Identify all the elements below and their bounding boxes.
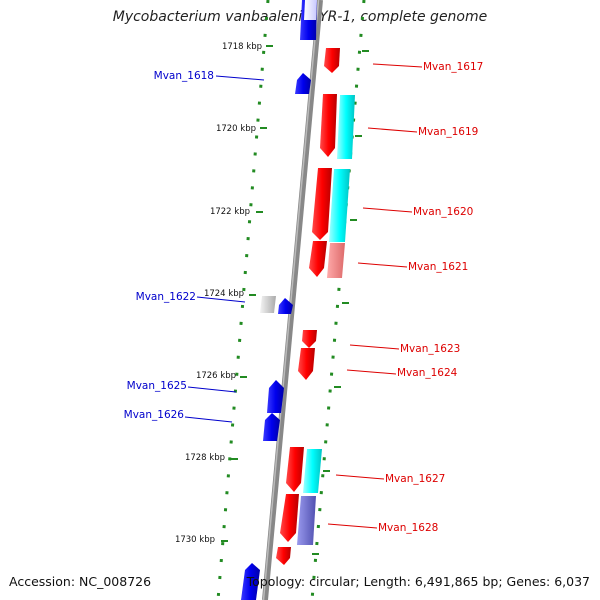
gene-labels: Mvan_1617 Mvan_1618 Mvan_1619 Mvan_1620 …: [124, 61, 484, 534]
gene-leader-lines: [184, 63, 423, 529]
cds-feature[interactable]: [329, 169, 350, 242]
gene-label-mvan-1623[interactable]: Mvan_1623: [400, 343, 460, 355]
gene-label-mvan-1618[interactable]: Mvan_1618: [154, 70, 214, 82]
gene-label-mvan-1624[interactable]: Mvan_1624: [397, 367, 458, 379]
gene-shape-mvan-1622[interactable]: [278, 298, 293, 314]
gene-shape-mvan-1625[interactable]: [267, 380, 284, 413]
purple-feature[interactable]: [297, 496, 316, 545]
cds-feature[interactable]: [337, 95, 355, 159]
gene-label-mvan-1619[interactable]: Mvan_1619: [418, 126, 478, 138]
gene-shape[interactable]: [276, 547, 291, 565]
topology-text: Topology: circular; Length: 6,491,865 bp…: [246, 574, 590, 589]
gene-shape-mvan-1628[interactable]: [280, 494, 299, 542]
gene-label-mvan-1621[interactable]: Mvan_1621: [408, 261, 468, 273]
tick-label: 1726 kbp: [196, 371, 236, 381]
tick-label: 1728 kbp: [185, 453, 225, 463]
gene-label-mvan-1620[interactable]: Mvan_1620: [413, 206, 473, 218]
gene-shape-mvan-1624[interactable]: [298, 348, 315, 380]
gene-shape-mvan-1627[interactable]: [286, 447, 304, 492]
genome-backbone: [262, 0, 323, 600]
gene-label-mvan-1626[interactable]: Mvan_1626: [124, 409, 185, 421]
accession-text: Accession: NC_008726: [9, 574, 152, 589]
gene-label-mvan-1625[interactable]: Mvan_1625: [127, 380, 187, 392]
gene-features: [241, 0, 355, 600]
kbp-ticks: 1718 kbp 1720 kbp 1722 kbp 1724 kbp 1726…: [175, 42, 369, 555]
gene-shape-mvan-1620[interactable]: [312, 168, 332, 240]
tick-label: 1720 kbp: [216, 124, 256, 134]
map-title: Mycobacterium vanbaalenii PYR-1, complet…: [112, 9, 488, 25]
gray-feature[interactable]: [260, 296, 276, 313]
pseudo-feature[interactable]: [327, 243, 345, 278]
tick-label: 1724 kbp: [204, 289, 244, 299]
gene-shape-mvan-1619[interactable]: [320, 94, 337, 157]
tick-label: 1722 kbp: [210, 207, 250, 217]
gene-label-mvan-1628[interactable]: Mvan_1628: [378, 522, 438, 534]
gene-shape-mvan-1623[interactable]: [302, 330, 317, 348]
cds-feature[interactable]: [303, 449, 322, 493]
inner-ruler: [310, 0, 366, 600]
gene-label-mvan-1622[interactable]: Mvan_1622: [136, 291, 196, 303]
gene-shape-mvan-1621[interactable]: [309, 241, 327, 277]
gene-shape-mvan-1618[interactable]: [295, 73, 311, 94]
gene-shape[interactable]: [304, 0, 317, 20]
gene-shape-mvan-1626[interactable]: [263, 413, 280, 441]
gene-label-mvan-1617[interactable]: Mvan_1617: [423, 61, 483, 73]
gene-label-mvan-1627[interactable]: Mvan_1627: [385, 473, 445, 485]
gene-shape[interactable]: [241, 563, 260, 600]
tick-label: 1730 kbp: [175, 535, 215, 545]
gene-shape-mvan-1617[interactable]: [324, 48, 340, 73]
tick-label: 1718 kbp: [222, 42, 262, 52]
